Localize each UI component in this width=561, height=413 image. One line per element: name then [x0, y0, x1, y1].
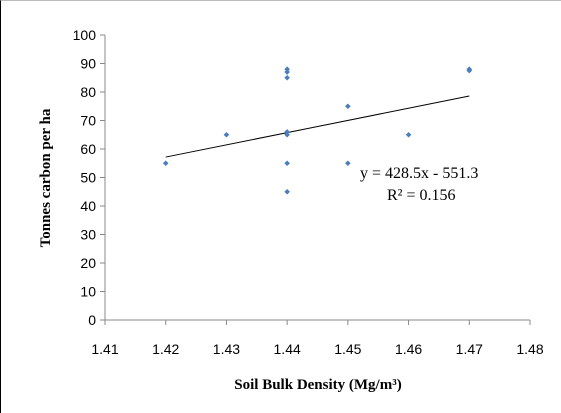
- r-squared-label: R² = 0.156: [387, 187, 456, 204]
- y-tick-label: 50: [80, 170, 96, 186]
- data-point: [284, 160, 290, 167]
- data-point: [284, 188, 290, 195]
- data-point: [284, 69, 290, 75]
- trendline: [165, 95, 470, 158]
- data-point: [405, 131, 412, 138]
- x-tick-label: 1.48: [516, 341, 543, 357]
- data-point: [223, 131, 230, 138]
- x-tick-label: 1.44: [274, 341, 301, 357]
- data-point: [466, 67, 473, 74]
- y-tick-label: 80: [80, 84, 96, 100]
- data-point: [284, 66, 290, 72]
- y-tick-label: 20: [80, 255, 96, 271]
- x-tick-label: 1.42: [152, 341, 179, 357]
- y-tick-label: 30: [80, 227, 96, 243]
- y-tick-label: 40: [80, 198, 96, 214]
- x-tick-label: 1.45: [334, 341, 361, 357]
- data-point: [345, 103, 351, 110]
- x-axis-title: Soil Bulk Density (Mg/m³): [234, 377, 401, 393]
- data-point: [284, 131, 290, 138]
- data-points: [162, 66, 473, 195]
- data-point: [284, 129, 290, 135]
- y-tick-label: 0: [88, 312, 96, 328]
- y-tick-label: 60: [80, 141, 96, 157]
- y-tick-label: 90: [80, 56, 96, 72]
- data-point: [345, 160, 351, 167]
- trendline-line: [165, 95, 470, 158]
- x-axis: 1.41 1.42 1.43 1.44 1.45 1.46 1.47 1.48: [91, 319, 544, 357]
- y-axis: 0 10 20 30 40 50 60 70 80 90 100: [73, 27, 106, 328]
- x-tick-label: 1.47: [456, 341, 483, 357]
- x-tick-label: 1.46: [395, 341, 422, 357]
- y-tick-label: 70: [80, 113, 96, 129]
- trendline-equation: y = 428.5x - 551.3: [360, 165, 478, 182]
- x-tick-label: 1.41: [91, 341, 118, 357]
- y-axis-title: Tonnes carbon per ha: [38, 108, 54, 247]
- data-point: [162, 160, 169, 167]
- x-tick-label: 1.43: [213, 341, 240, 357]
- y-tick-label: 100: [73, 27, 97, 43]
- data-point: [284, 74, 290, 81]
- y-tick-label: 10: [80, 284, 96, 300]
